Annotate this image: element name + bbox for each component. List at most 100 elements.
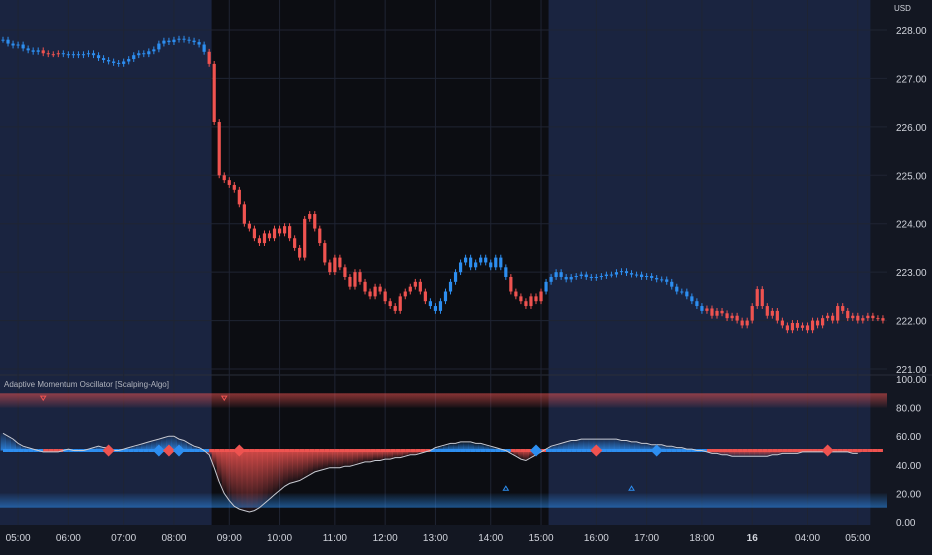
price-tick-label: 227.00 <box>896 74 927 85</box>
oscillator-fill <box>523 450 529 461</box>
oscillator-fill <box>437 446 444 451</box>
oscillator-fill <box>191 446 197 451</box>
time-tick-label: 08:00 <box>161 533 186 544</box>
oscillator-fill <box>759 450 766 457</box>
candle-body <box>745 320 749 326</box>
oscillator-fill <box>528 450 534 458</box>
oscillator-fill <box>231 450 238 507</box>
session-shade-regular <box>211 0 549 525</box>
candle-body <box>428 301 433 307</box>
candle-body <box>11 43 15 46</box>
candle-body <box>831 315 835 321</box>
candle-body <box>117 62 121 64</box>
candle-body <box>690 296 694 302</box>
oscillator-fill <box>337 450 343 468</box>
oversold-triangle <box>502 485 510 491</box>
oscillator-fill <box>5 436 11 451</box>
overbought-triangle <box>220 395 228 402</box>
candle-body <box>91 53 96 56</box>
overbought-triangle <box>39 395 47 402</box>
oscillator-fill <box>739 450 745 457</box>
oscillator-fill <box>744 450 750 457</box>
candle-body <box>272 228 277 239</box>
candle-body <box>373 286 377 297</box>
time-tick-label: 11:00 <box>323 533 348 544</box>
oscillator-fill <box>659 444 665 451</box>
oscillator-fill <box>272 450 278 495</box>
candle-body <box>6 39 10 44</box>
candle-body <box>147 51 151 55</box>
candle-body <box>237 189 241 205</box>
candle-body <box>76 54 81 56</box>
candle-body <box>343 267 347 277</box>
candle-body <box>489 262 493 268</box>
oscillator-fill <box>548 446 554 451</box>
candle-body <box>866 315 870 319</box>
candle-body <box>26 48 30 51</box>
candle-body <box>51 54 55 56</box>
time-tick-label: 06:00 <box>56 533 81 544</box>
candle-body <box>363 281 367 292</box>
oscillator-fill <box>332 450 338 468</box>
oscillator-fill <box>251 450 258 511</box>
candle-body <box>96 55 101 59</box>
candle-body <box>318 228 322 244</box>
oscillator-fill <box>96 446 102 451</box>
time-tick-label: 13:00 <box>423 533 448 544</box>
candle-body <box>705 308 709 311</box>
oscillator-fill <box>261 450 268 504</box>
candle-body <box>599 276 603 278</box>
oscillator-fill <box>603 439 610 451</box>
candle-body <box>353 272 357 287</box>
candle-body <box>554 272 558 277</box>
oscillator-fill <box>442 444 449 451</box>
candle-body <box>463 257 468 263</box>
oscillator-tick-label: 60.00 <box>896 432 921 443</box>
oscillator-fill <box>246 450 253 512</box>
oscillator-fill <box>488 446 494 451</box>
candle-body <box>795 322 800 328</box>
candle-body <box>514 291 518 297</box>
candle-body <box>775 310 779 321</box>
candle-body <box>720 310 724 314</box>
time-tick-label: 16:00 <box>584 533 609 544</box>
candle-body <box>594 276 598 278</box>
price-tick-label: 228.00 <box>896 26 927 37</box>
candle-body <box>338 257 342 268</box>
candle-body <box>21 44 25 49</box>
oscillator-tick-label: 100.00 <box>896 375 927 386</box>
candle-body <box>293 238 297 248</box>
axis-layer: 228.00 227.00 226.00 225.00 224.00 223.00 222.… <box>6 26 927 544</box>
candle-body <box>765 306 769 316</box>
candle-body <box>740 320 744 326</box>
candle-body <box>494 257 498 268</box>
oscillator-fill <box>266 450 273 500</box>
candle-body <box>31 50 35 52</box>
candle-body <box>755 289 759 307</box>
candle-body <box>398 296 402 311</box>
candle-body <box>182 38 186 40</box>
candle-body <box>484 257 488 263</box>
candle-body <box>227 180 231 185</box>
price-tick-label: 222.00 <box>896 317 927 328</box>
oscillator-fill <box>141 443 147 451</box>
time-tick-label: 12:00 <box>373 533 398 544</box>
candle-body <box>504 267 508 277</box>
oscillator-fill <box>468 441 474 451</box>
price-tick-label: 226.00 <box>896 123 927 134</box>
candle-body <box>56 53 60 55</box>
candle-body <box>805 325 810 331</box>
oscillator-fill <box>302 450 308 478</box>
oscillator-fill <box>754 450 761 457</box>
candle-body <box>217 122 221 176</box>
oscillator-fill <box>734 450 740 457</box>
oscillator-tick-label: 20.00 <box>896 489 921 500</box>
candle-body <box>207 51 211 64</box>
time-tick-label: 09:00 <box>217 533 242 544</box>
candle-body <box>132 55 136 60</box>
oscillator-fill <box>448 443 454 451</box>
candle-body <box>458 262 463 273</box>
candle-body <box>856 315 860 321</box>
